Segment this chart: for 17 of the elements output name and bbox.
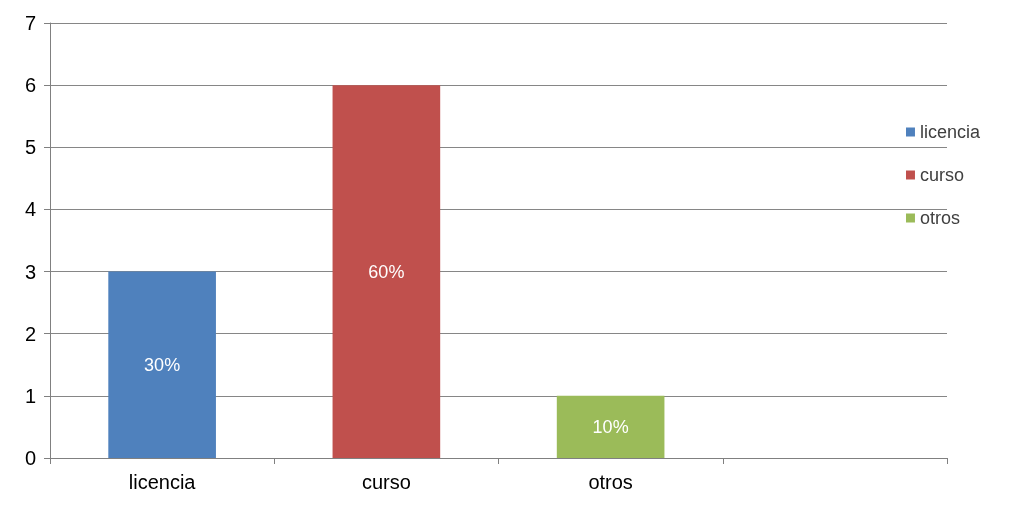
- legend-label: licencia: [919, 122, 981, 142]
- y-tick-label: 0: [24, 447, 36, 469]
- y-tick-label: 4: [24, 198, 36, 221]
- y-tick-label: 2: [24, 322, 36, 345]
- x-tick-label: licencia: [128, 471, 197, 493]
- legend-label: otros: [919, 208, 960, 228]
- annotation: 60%: [368, 261, 405, 282]
- x-tick-label: curso: [361, 471, 411, 493]
- legend-label: curso: [919, 165, 964, 185]
- annotation: 30%: [144, 354, 181, 375]
- y-tick-label: 5: [24, 136, 36, 159]
- annotation: 10%: [592, 416, 629, 437]
- y-tick-label: 7: [24, 12, 36, 34]
- y-tick-label: 3: [24, 260, 36, 283]
- y-tick-label: 1: [24, 384, 36, 407]
- x-tick-label: otros: [588, 471, 633, 493]
- y-tick-label: 6: [24, 74, 36, 97]
